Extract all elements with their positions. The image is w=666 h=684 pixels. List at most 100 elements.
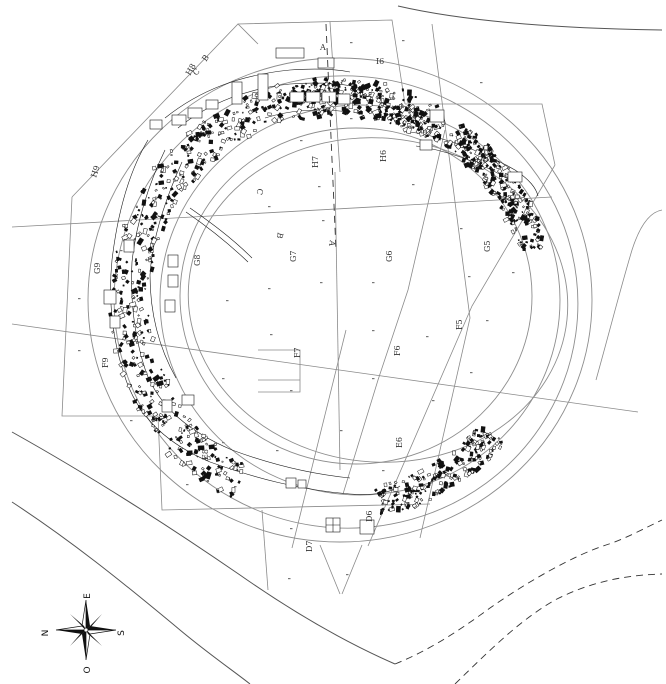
rubble-stone <box>455 143 462 150</box>
rubble-stone <box>483 145 489 151</box>
rubble-stone <box>310 83 313 87</box>
rubble-stone <box>179 460 185 467</box>
rubble-stone <box>508 215 512 219</box>
quadrant-numeral-mark <box>322 220 325 222</box>
rubble-stone <box>422 119 426 123</box>
compass-east-label: E <box>83 593 93 599</box>
rubble-stone <box>505 178 508 182</box>
rubble-stone <box>246 133 252 139</box>
rubble-stone <box>188 428 197 435</box>
rubble-stone <box>137 385 142 389</box>
rubble-stone <box>131 320 134 323</box>
rubble-stone <box>425 117 431 124</box>
rubble-stone <box>141 282 147 287</box>
rubble-stone <box>113 309 118 314</box>
rubble-stone <box>472 432 476 436</box>
rubble-stone <box>168 447 172 450</box>
rubble-stone <box>404 106 409 112</box>
rubble-stone <box>312 76 318 82</box>
rubble-stone <box>438 492 442 495</box>
rubble-stone <box>136 318 142 324</box>
rubble-stone <box>498 179 505 185</box>
rubble-stone <box>378 95 382 100</box>
rubble-stone <box>121 359 128 366</box>
sector-label: F6 <box>393 345 402 356</box>
rubble-stone <box>186 150 192 155</box>
quadrant-numeral-mark <box>318 186 321 188</box>
rubble-stone <box>522 205 525 209</box>
rubble-stone <box>533 224 538 228</box>
rubble-stone <box>446 139 454 147</box>
rubble-stone <box>465 440 471 447</box>
compass-south-label: S <box>117 630 127 636</box>
rubble-stone <box>465 138 468 141</box>
rubble-stone <box>467 130 473 135</box>
rubble-stone <box>291 115 296 118</box>
rubble-stone <box>220 131 225 135</box>
rubble-stone <box>123 227 129 232</box>
rubble-stone <box>121 269 126 275</box>
rubble-stone <box>477 460 482 465</box>
rubble-stone <box>386 115 393 121</box>
rubble-stone <box>151 424 155 428</box>
rubble-stone <box>376 490 383 497</box>
sector-label: D6 <box>365 510 374 522</box>
rubble-stone <box>409 114 412 117</box>
rubble-stone <box>539 235 545 242</box>
rubble-stone <box>135 261 139 266</box>
rubble-stone <box>391 499 395 502</box>
rubble-stone <box>488 431 492 436</box>
rubble-stone <box>536 223 541 228</box>
rubble-stone <box>372 79 380 88</box>
rubble-stone <box>271 104 276 109</box>
rubble-stone <box>472 439 478 444</box>
rubble-stone <box>174 436 178 439</box>
rubble-stone <box>119 299 124 305</box>
rubble-stone <box>455 129 461 136</box>
rubble-stone <box>188 443 192 447</box>
rubble-stone <box>418 491 423 495</box>
sector-label: H6 <box>379 150 388 162</box>
rubble-stone <box>466 470 473 477</box>
rubble-stone <box>443 482 449 489</box>
rubble-stone <box>145 258 148 262</box>
rubble-stone <box>138 268 142 273</box>
quadrant-numeral-mark <box>480 82 483 84</box>
quadrant-numeral-mark <box>300 140 303 142</box>
rubble-stone <box>487 440 492 445</box>
rubble-stone <box>483 157 488 162</box>
rubble-stone <box>134 389 140 394</box>
rubble-stone <box>186 154 190 158</box>
rubble-stone <box>358 88 363 91</box>
rubble-stone <box>150 335 156 343</box>
rubble-stone <box>216 153 220 157</box>
rubble-stone <box>125 260 129 264</box>
rubble-stone <box>344 89 347 91</box>
rubble-stone <box>133 335 139 341</box>
rubble-stone <box>138 306 144 312</box>
rubble-stone <box>351 79 357 86</box>
rubble-stone <box>114 259 119 264</box>
rubble-stone <box>205 442 209 446</box>
rubble-stone <box>503 196 507 200</box>
rubble-stone <box>507 209 513 214</box>
rubble-stone <box>282 92 287 97</box>
rubble-stone <box>513 200 518 205</box>
rubble-stone <box>308 85 311 88</box>
rubble-stone <box>170 154 173 157</box>
rubble-stone <box>423 478 426 481</box>
rubble-stone <box>169 148 173 153</box>
rubble-stone <box>392 97 396 101</box>
rubble-stone <box>122 223 126 228</box>
rubble-stone <box>132 399 138 404</box>
rubble-stone <box>142 371 148 376</box>
rubble-stone <box>393 484 397 488</box>
rubble-stone <box>148 227 153 232</box>
sector-label: E8 <box>201 449 210 460</box>
rubble-stone <box>175 437 181 442</box>
rubble-stone <box>340 81 343 84</box>
rubble-stone <box>499 182 507 189</box>
rubble-stone <box>411 485 418 492</box>
rubble-stone <box>246 106 250 109</box>
rubble-stone <box>122 307 128 314</box>
